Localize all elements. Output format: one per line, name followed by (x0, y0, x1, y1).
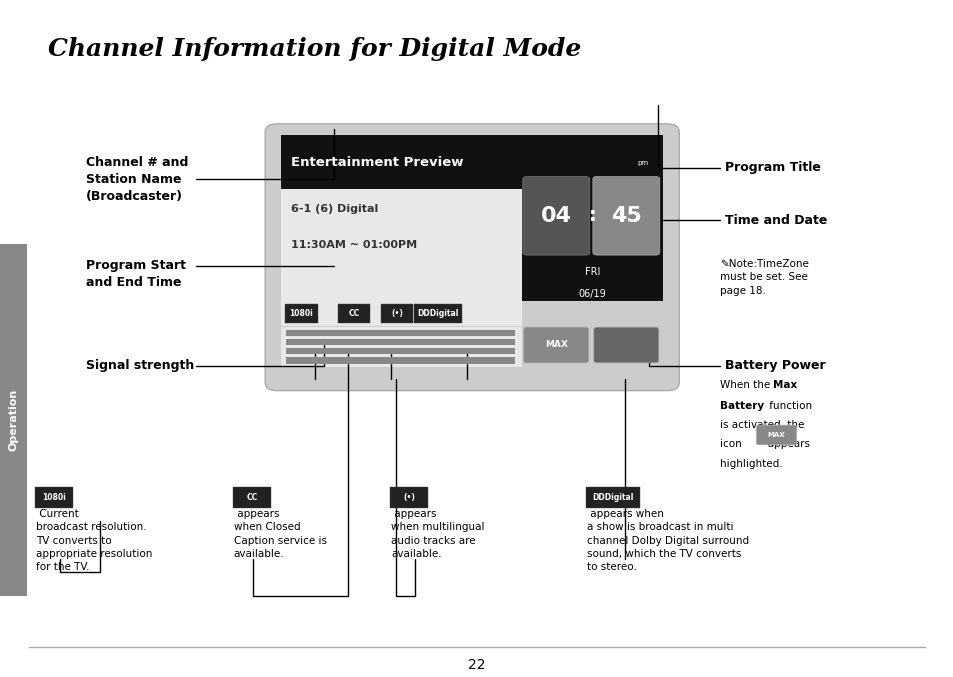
FancyBboxPatch shape (523, 327, 588, 363)
FancyBboxPatch shape (592, 177, 659, 255)
Text: Program Start
and End Time: Program Start and End Time (86, 259, 186, 289)
Text: :: : (588, 206, 596, 225)
FancyBboxPatch shape (286, 339, 515, 345)
FancyBboxPatch shape (233, 487, 271, 508)
Text: is activated, the: is activated, the (720, 420, 803, 430)
FancyBboxPatch shape (281, 301, 521, 326)
Text: DDDigital: DDDigital (592, 493, 633, 502)
Text: Current
broadcast resolution.
TV converts to
appropriate resolution
for the TV.: Current broadcast resolution. TV convert… (36, 509, 152, 572)
Text: (•): (•) (403, 493, 415, 502)
FancyBboxPatch shape (35, 487, 73, 508)
Text: Entertainment Preview: Entertainment Preview (291, 156, 463, 169)
FancyBboxPatch shape (337, 304, 370, 322)
Text: pm: pm (637, 160, 648, 166)
Text: MAX: MAX (544, 341, 567, 349)
Text: Operation: Operation (9, 389, 18, 451)
Text: 06/19: 06/19 (578, 289, 606, 299)
Text: appears
when Closed
Caption service is
available.: appears when Closed Caption service is a… (233, 509, 326, 559)
FancyBboxPatch shape (585, 487, 639, 508)
Text: ✎Note:TimeZone
must be set. See
page 18.: ✎Note:TimeZone must be set. See page 18. (720, 259, 808, 296)
Text: highlighted.: highlighted. (720, 459, 782, 469)
Text: Max: Max (772, 380, 796, 391)
Text: icon        appears: icon appears (720, 439, 809, 449)
FancyBboxPatch shape (522, 177, 589, 255)
FancyBboxPatch shape (286, 330, 515, 336)
Text: 45: 45 (610, 206, 641, 226)
FancyBboxPatch shape (756, 425, 796, 445)
Text: 22: 22 (468, 658, 485, 672)
FancyBboxPatch shape (281, 135, 662, 189)
FancyBboxPatch shape (414, 304, 461, 322)
FancyBboxPatch shape (0, 244, 27, 596)
Text: function: function (765, 401, 811, 411)
Text: 04: 04 (540, 206, 571, 226)
Text: Program Title: Program Title (724, 161, 820, 175)
Text: appears when
a show is broadcast in multi
channel Dolby Digital surround
sound, : appears when a show is broadcast in mult… (586, 509, 748, 572)
FancyBboxPatch shape (285, 304, 317, 322)
Text: Signal strength: Signal strength (86, 359, 193, 372)
Text: CC: CC (246, 493, 257, 502)
Text: FRI: FRI (584, 267, 599, 277)
Text: Battery: Battery (720, 401, 763, 411)
Text: appears
when multilingual
audio tracks are
available.: appears when multilingual audio tracks a… (391, 509, 484, 559)
FancyBboxPatch shape (390, 487, 428, 508)
FancyBboxPatch shape (265, 124, 679, 391)
FancyBboxPatch shape (286, 357, 515, 364)
Text: Channel Information for Digital Mode: Channel Information for Digital Mode (48, 37, 580, 61)
FancyBboxPatch shape (281, 189, 521, 301)
Text: When the: When the (720, 380, 773, 391)
FancyBboxPatch shape (593, 327, 659, 363)
Text: (•): (•) (391, 309, 402, 318)
Text: 1080i: 1080i (290, 309, 313, 318)
Text: CC: CC (348, 309, 359, 318)
Text: 6-1 (6) Digital: 6-1 (6) Digital (291, 204, 377, 213)
Text: 1080i: 1080i (43, 493, 66, 502)
Text: Battery Power: Battery Power (724, 359, 824, 372)
Text: DDDigital: DDDigital (416, 309, 458, 318)
Text: Channel # and
Station Name
(Broadcaster): Channel # and Station Name (Broadcaster) (86, 156, 188, 203)
FancyBboxPatch shape (380, 304, 413, 322)
FancyBboxPatch shape (286, 348, 515, 354)
FancyBboxPatch shape (281, 327, 521, 367)
Text: Time and Date: Time and Date (724, 213, 826, 227)
Text: 11:30AM ~ 01:00PM: 11:30AM ~ 01:00PM (291, 240, 416, 250)
Text: MAX: MAX (767, 433, 784, 438)
FancyBboxPatch shape (521, 189, 662, 301)
